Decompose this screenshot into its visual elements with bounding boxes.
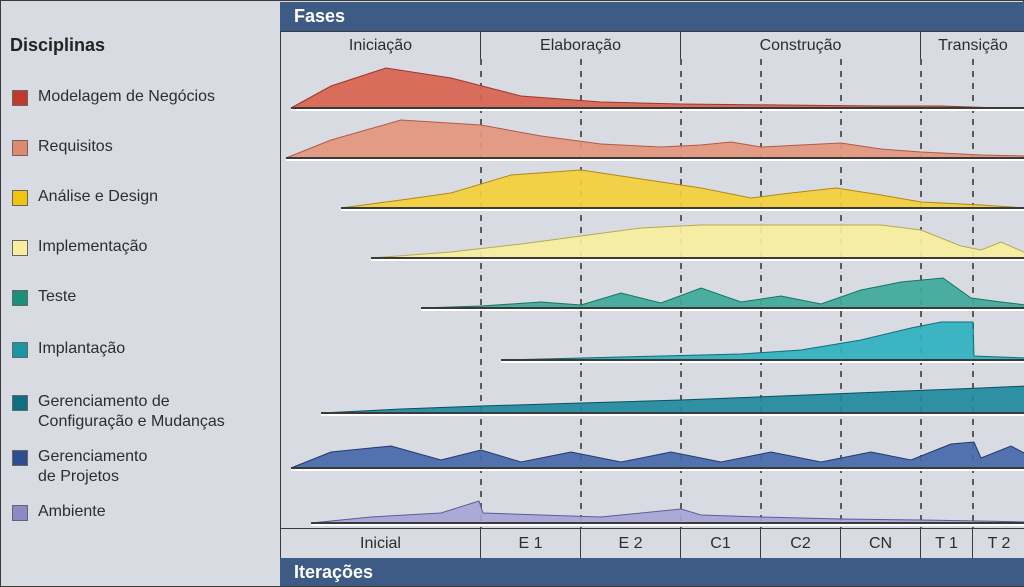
legend-swatch bbox=[12, 90, 28, 106]
iteration-cell: CN bbox=[840, 529, 920, 559]
discipline-row: Modelagem de Negócios bbox=[2, 85, 215, 109]
iteration-cell: C1 bbox=[680, 529, 760, 559]
chart-svg bbox=[281, 59, 1024, 528]
iteration-cell: C2 bbox=[760, 529, 840, 559]
discipline-label: Ambiente bbox=[38, 502, 106, 522]
iteration-cell: E 2 bbox=[580, 529, 680, 559]
phases-bar: Fases bbox=[280, 2, 1024, 31]
iteration-cell: Inicial bbox=[280, 529, 480, 559]
phase-cell: Transição bbox=[920, 32, 1024, 60]
discipline-area bbox=[291, 442, 1024, 468]
discipline-area bbox=[291, 68, 1024, 108]
iteration-cell: T 2 bbox=[972, 529, 1024, 559]
phase-cell: Iniciação bbox=[280, 32, 480, 60]
legend-swatch bbox=[12, 190, 28, 206]
discipline-area bbox=[501, 322, 1024, 360]
legend-swatch bbox=[12, 240, 28, 256]
discipline-row: Gerenciamentode Projetos bbox=[2, 445, 147, 489]
legend-swatch bbox=[12, 450, 28, 466]
discipline-area bbox=[371, 225, 1024, 258]
legend-swatch bbox=[12, 140, 28, 156]
legend-swatch bbox=[12, 395, 28, 411]
discipline-area bbox=[311, 501, 1024, 523]
iteration-cell: E 1 bbox=[480, 529, 580, 559]
discipline-row: Implementação bbox=[2, 235, 147, 259]
discipline-row: Gerenciamento deConfiguração e Mudanças bbox=[2, 390, 225, 434]
iteration-header: InicialE 1E 2C1C2CNT 1T 2 bbox=[280, 528, 1024, 560]
iterations-bar: Iterações bbox=[280, 558, 1024, 586]
discipline-label: Requisitos bbox=[38, 137, 113, 157]
legend-swatch bbox=[12, 505, 28, 521]
discipline-area bbox=[286, 120, 1024, 158]
discipline-area bbox=[341, 170, 1024, 208]
discipline-label: Modelagem de Negócios bbox=[38, 87, 215, 107]
phase-cell: Construção bbox=[680, 32, 920, 60]
discipline-area bbox=[421, 278, 1024, 308]
discipline-label: Análise e Design bbox=[38, 187, 158, 207]
discipline-row: Implantação bbox=[2, 337, 125, 361]
discipline-row: Análise e Design bbox=[2, 185, 158, 209]
discipline-label: Gerenciamentode Projetos bbox=[38, 447, 147, 487]
discipline-label: Implementação bbox=[38, 237, 147, 257]
disciplines-panel: Disciplinas Modelagem de Negócios Requisi… bbox=[2, 31, 280, 528]
discipline-label: Gerenciamento deConfiguração e Mudanças bbox=[38, 392, 225, 432]
disciplines-title: Disciplinas bbox=[2, 31, 280, 60]
iterations-bar-label: Iterações bbox=[294, 562, 373, 583]
phases-bar-label: Fases bbox=[294, 6, 345, 27]
legend-swatch bbox=[12, 342, 28, 358]
discipline-row: Teste bbox=[2, 285, 76, 309]
discipline-label: Teste bbox=[38, 287, 76, 307]
chart-area bbox=[280, 59, 1024, 528]
phase-header: IniciaçãoElaboraçãoConstruçãoTransição bbox=[280, 31, 1024, 61]
discipline-label: Implantação bbox=[38, 339, 125, 359]
phase-cell: Elaboração bbox=[480, 32, 680, 60]
discipline-row: Ambiente bbox=[2, 500, 106, 524]
discipline-row: Requisitos bbox=[2, 135, 113, 159]
discipline-area bbox=[321, 386, 1024, 413]
iteration-cell: T 1 bbox=[920, 529, 972, 559]
legend-swatch bbox=[12, 290, 28, 306]
